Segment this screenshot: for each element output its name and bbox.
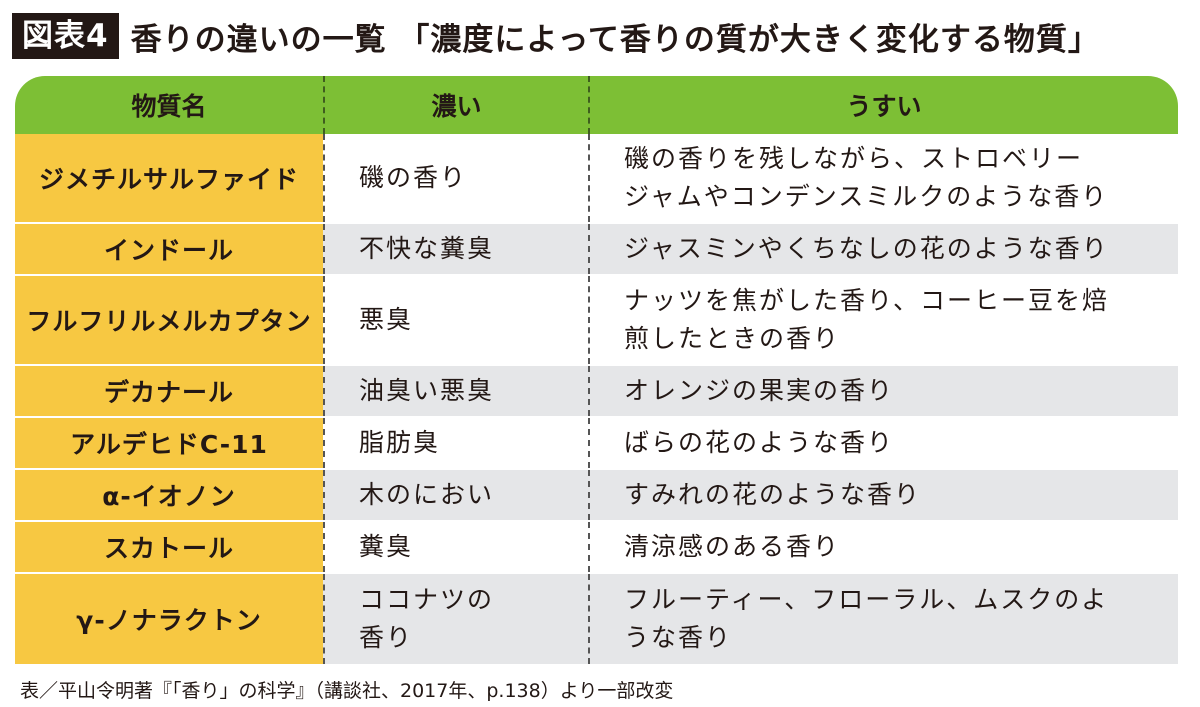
substance-name: α-イオノン bbox=[15, 470, 323, 520]
figure-header: 図表4 香りの違いの一覧 「濃度によって香りの質が大きく変化する物質」 bbox=[12, 12, 1100, 60]
table-header: 物質名 濃い うすい bbox=[15, 76, 1178, 134]
source-note: 表／平山令明著『「香り」の科学』（講談社、2017年、p.138）より一部改変 bbox=[20, 680, 674, 702]
thin-scent: ナッツを焦がした香り、コーヒー豆を焙 煎したときの香り bbox=[588, 276, 1178, 364]
substance-name: フルフリルメルカプタン bbox=[15, 276, 323, 364]
table-row: α-イオノン 木のにおい すみれの花のような香り bbox=[15, 470, 1178, 522]
column-header-thin: うすい bbox=[588, 76, 1178, 134]
substance-name: アルデヒドC-11 bbox=[15, 418, 323, 468]
dense-scent: 磯の香り bbox=[323, 134, 588, 222]
table-row: インドール 不快な糞臭 ジャスミンやくちなしの花のような香り bbox=[15, 224, 1178, 276]
thin-scent: すみれの花のような香り bbox=[588, 470, 1178, 520]
thin-scent: オレンジの果実の香り bbox=[588, 366, 1178, 416]
dense-scent: 悪臭 bbox=[323, 276, 588, 364]
table-row: スカトール 糞臭 清涼感のある香り bbox=[15, 522, 1178, 574]
substance-name: インドール bbox=[15, 224, 323, 274]
column-header-dense: 濃い bbox=[323, 76, 588, 134]
thin-scent: 磯の香りを残しながら、ストロベリー ジャムやコンデンスミルクのような香り bbox=[588, 134, 1178, 222]
table-row: フルフリルメルカプタン 悪臭 ナッツを焦がした香り、コーヒー豆を焙 煎したときの… bbox=[15, 276, 1178, 366]
thin-scent: フルーティー、フローラル、ムスクのよ うな香り bbox=[588, 574, 1178, 664]
substance-name: γ-ノナラクトン bbox=[15, 574, 323, 664]
substance-name: デカナール bbox=[15, 366, 323, 416]
column-header-substance: 物質名 bbox=[131, 92, 207, 121]
table-row: アルデヒドC-11 脂肪臭 ばらの花のような香り bbox=[15, 418, 1178, 470]
table-row: ジメチルサルファイド 磯の香り 磯の香りを残しながら、ストロベリー ジャムやコン… bbox=[15, 134, 1178, 224]
dense-scent: 木のにおい bbox=[323, 470, 588, 520]
dense-scent: 不快な糞臭 bbox=[323, 224, 588, 274]
dense-scent: ココナツの 香り bbox=[323, 574, 588, 664]
thin-scent: 清涼感のある香り bbox=[588, 522, 1178, 572]
thin-scent: ばらの花のような香り bbox=[588, 418, 1178, 468]
scent-table: 物質名 濃い うすい ジメチルサルファイド 磯の香り 磯の香りを残しながら、スト… bbox=[15, 76, 1178, 666]
figure-title: 香りの違いの一覧 「濃度によって香りの質が大きく変化する物質」 bbox=[130, 21, 1100, 58]
figure-label: 図表4 bbox=[12, 13, 119, 59]
dense-scent: 油臭い悪臭 bbox=[323, 366, 588, 416]
substance-name: ジメチルサルファイド bbox=[15, 134, 323, 222]
substance-name: スカトール bbox=[15, 522, 323, 572]
dense-scent: 脂肪臭 bbox=[323, 418, 588, 468]
thin-scent: ジャスミンやくちなしの花のような香り bbox=[588, 224, 1178, 274]
table-row: デカナール 油臭い悪臭 オレンジの果実の香り bbox=[15, 366, 1178, 418]
dense-scent: 糞臭 bbox=[323, 522, 588, 572]
table-row: γ-ノナラクトン ココナツの 香り フルーティー、フローラル、ムスクのよ うな香… bbox=[15, 574, 1178, 666]
